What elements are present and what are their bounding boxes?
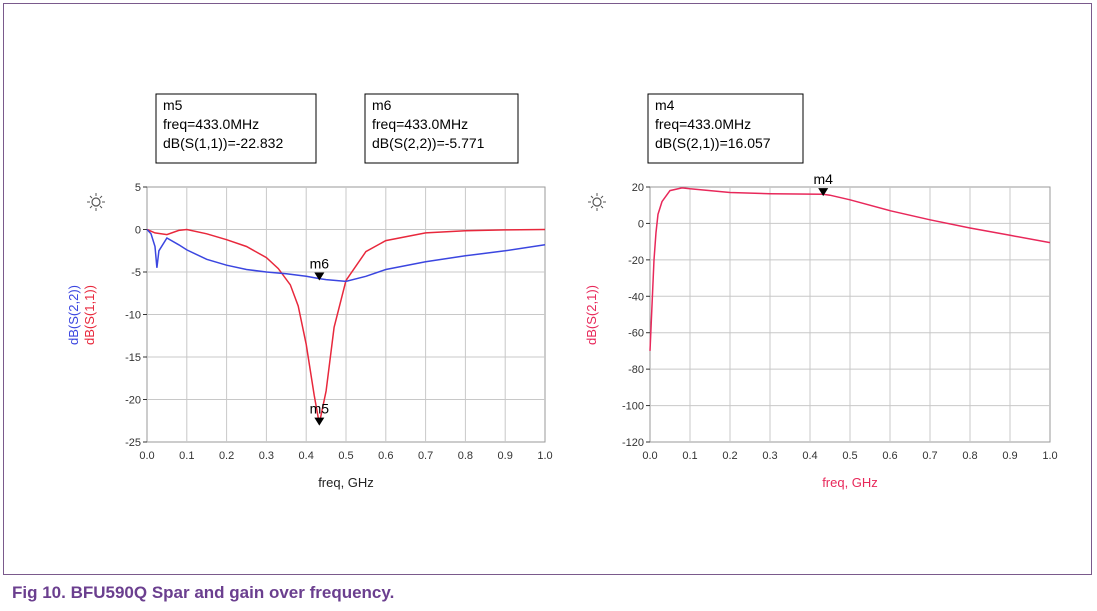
series-line bbox=[146, 228, 546, 283]
y-tick-label: -25 bbox=[125, 437, 141, 449]
figure-frame bbox=[3, 3, 1092, 575]
marker-box-m4: m4 freq=433.0MHz dB(S(2,1))=16.057 bbox=[647, 93, 804, 164]
y-tick-label: -60 bbox=[628, 328, 644, 340]
y-tick-label: -20 bbox=[628, 255, 644, 267]
y-tick-label: 0 bbox=[638, 218, 644, 230]
y-tick-label: 0 bbox=[135, 225, 141, 237]
y-tick-label: -15 bbox=[125, 352, 141, 364]
y-tick-label: -5 bbox=[131, 267, 141, 279]
y-axis-label: dB(S(2,2)) bbox=[66, 285, 81, 345]
series-line bbox=[649, 187, 1051, 351]
x-tick-label: 0.1 bbox=[682, 450, 697, 462]
marker-m5-name: m5 bbox=[163, 97, 183, 113]
marker-triangle bbox=[818, 188, 829, 197]
marker-label: m5 bbox=[310, 401, 330, 417]
marker-triangle bbox=[314, 272, 325, 281]
marker-m5-value: dB(S(1,1))=-22.832 bbox=[163, 135, 283, 151]
x-tick-label: 0.3 bbox=[259, 450, 274, 462]
x-tick-label: 0.8 bbox=[962, 450, 977, 462]
x-tick-label: 0.7 bbox=[922, 450, 937, 462]
x-tick-label: 0.1 bbox=[179, 450, 194, 462]
x-tick-label: 0.5 bbox=[842, 450, 857, 462]
x-tick-label: 1.0 bbox=[1042, 450, 1057, 462]
chart-s11-s22: 0.0 0.1 0.2 0.3 0.4 0.5 0.6 0.7 0.8 0.9 1.0 5 0 -5 -10… bbox=[66, 182, 553, 490]
x-axis-label: freq, GHz bbox=[318, 475, 374, 490]
marker-label: m6 bbox=[310, 256, 330, 272]
x-tick-label: 0.0 bbox=[139, 450, 154, 462]
y-axis-label: dB(S(2,1)) bbox=[584, 285, 599, 345]
marker-box-m5: m5 freq=433.0MHz dB(S(1,1))=-22.832 bbox=[155, 93, 317, 164]
x-tick-label: 0.9 bbox=[1002, 450, 1017, 462]
marker-m4-value: dB(S(2,1))=16.057 bbox=[655, 135, 771, 151]
marker-m6-freq: freq=433.0MHz bbox=[372, 116, 468, 132]
x-axis-label: freq, GHz bbox=[822, 475, 878, 490]
chart-s21: 0.0 0.1 0.2 0.3 0.4 0.5 0.6 0.7 0.8 0.9 1.0 20 0 -20 -… bbox=[584, 171, 1058, 490]
x-tick-label: 0.9 bbox=[498, 450, 513, 462]
y-tick-label: -120 bbox=[622, 437, 644, 449]
y-axis-label: dB(S(1,1)) bbox=[82, 285, 97, 345]
marker-m6-value: dB(S(2,2))=-5.771 bbox=[372, 135, 485, 151]
marker-label: m4 bbox=[813, 171, 833, 187]
y-tick-label: -10 bbox=[125, 310, 141, 322]
plot-options-icon-right[interactable] bbox=[588, 193, 606, 211]
marker-m6-name: m6 bbox=[372, 97, 392, 113]
marker-box-m6: m6 freq=433.0MHz dB(S(2,2))=-5.771 bbox=[364, 93, 519, 164]
marker-m4-name: m4 bbox=[655, 97, 675, 113]
marker-m5-freq: freq=433.0MHz bbox=[163, 116, 259, 132]
x-tick-label: 0.6 bbox=[882, 450, 897, 462]
y-tick-label: -100 bbox=[622, 401, 644, 413]
y-tick-label: -80 bbox=[628, 364, 644, 376]
x-tick-label: 0.5 bbox=[338, 450, 353, 462]
x-tick-label: 0.4 bbox=[299, 450, 314, 462]
y-tick-label: -40 bbox=[628, 291, 644, 303]
y-tick-label: 20 bbox=[632, 182, 644, 194]
marker-m4-freq: freq=433.0MHz bbox=[655, 116, 751, 132]
x-tick-label: 0.2 bbox=[219, 450, 234, 462]
x-tick-label: 1.0 bbox=[537, 450, 552, 462]
x-tick-label: 0.8 bbox=[458, 450, 473, 462]
marker-triangle bbox=[314, 417, 325, 426]
x-tick-label: 0.0 bbox=[642, 450, 657, 462]
x-tick-label: 0.4 bbox=[802, 450, 817, 462]
series-line bbox=[146, 228, 546, 424]
figure-caption: Fig 10. BFU590Q Spar and gain over frequ… bbox=[12, 583, 395, 602]
y-tick-label: 5 bbox=[135, 182, 141, 194]
x-tick-label: 0.7 bbox=[418, 450, 433, 462]
x-tick-label: 0.2 bbox=[722, 450, 737, 462]
y-tick-label: -20 bbox=[125, 395, 141, 407]
x-tick-label: 0.6 bbox=[378, 450, 393, 462]
x-tick-label: 0.3 bbox=[762, 450, 777, 462]
plot-options-icon-left[interactable] bbox=[87, 193, 105, 211]
